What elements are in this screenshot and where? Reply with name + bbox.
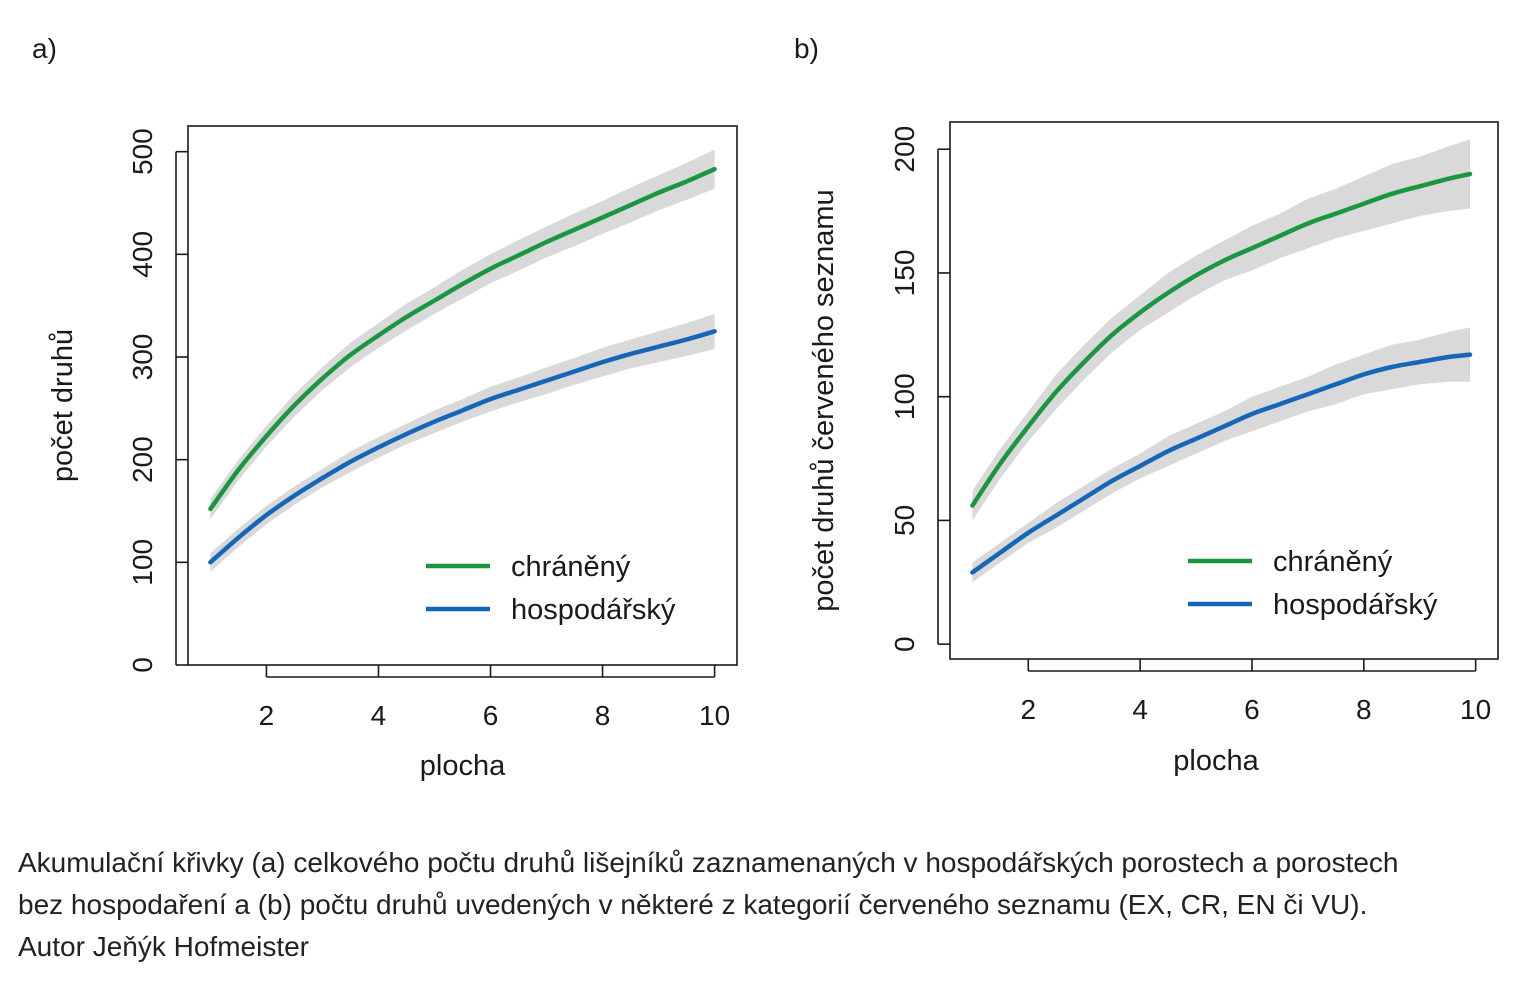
confidence-band-1 (972, 327, 1470, 583)
y-tick-label: 400 (127, 231, 158, 278)
series-line-0 (208, 166, 717, 512)
confidence-band-0 (972, 139, 1470, 521)
x-tick-label: 4 (1132, 694, 1148, 725)
y-tick-label: 500 (127, 128, 158, 175)
panel-label: b) (794, 33, 819, 64)
x-axis-label: plocha (1173, 745, 1259, 777)
caption-line-3: Autor Jeňýk Hofmeister (18, 931, 309, 962)
y-tick-label: 0 (889, 636, 920, 652)
y-tick-label: 100 (127, 539, 158, 586)
plot-frame (949, 121, 1499, 660)
y-tick-label: 50 (889, 505, 920, 536)
legend: chráněný hospodářský (426, 551, 676, 626)
y-tick-label: 0 (127, 657, 158, 673)
y-axis-label: počet druhů (47, 329, 79, 482)
y-axis-label: počet druhů červeného seznamu (808, 189, 840, 611)
series-line-0 (970, 171, 1473, 508)
panel-label: a) (32, 33, 57, 64)
x-tick-label: 10 (1460, 694, 1491, 725)
legend-label-0: chráněný (1273, 546, 1393, 578)
series-line-1 (208, 329, 717, 565)
plot-frame (187, 125, 738, 666)
x-tick-label: 8 (1356, 694, 1372, 725)
confidence-band-0 (210, 149, 715, 520)
x-tick-label: 10 (699, 700, 730, 731)
figure-caption: Akumulační křivky (a) celkového počtu dr… (18, 842, 1508, 968)
legend-label-0: chráněný (511, 551, 631, 583)
y-tick-label: 200 (127, 436, 158, 483)
legend: chráněný hospodářský (1188, 546, 1438, 621)
y-tick-label: 100 (889, 373, 920, 420)
y-tick-label: 150 (889, 250, 920, 297)
confidence-band-1 (210, 313, 715, 572)
y-tick-label: 200 (889, 126, 920, 173)
caption-line-2: bez hospodaření a (b) počtu druhů uveden… (18, 889, 1368, 920)
legend-label-1: hospodářský (511, 594, 676, 626)
y-tick-label: 300 (127, 334, 158, 381)
caption-line-1: Akumulační křivky (a) celkového počtu dr… (18, 847, 1399, 878)
x-tick-label: 6 (1244, 694, 1260, 725)
legend-label-1: hospodářský (1273, 589, 1438, 621)
x-tick-label: 8 (595, 700, 611, 731)
x-tick-label: 6 (483, 700, 499, 731)
x-tick-label: 4 (371, 700, 387, 731)
x-tick-label: 2 (1020, 694, 1036, 725)
series-line-1 (970, 352, 1473, 575)
x-axis-label: plocha (420, 750, 506, 782)
x-tick-label: 2 (259, 700, 275, 731)
